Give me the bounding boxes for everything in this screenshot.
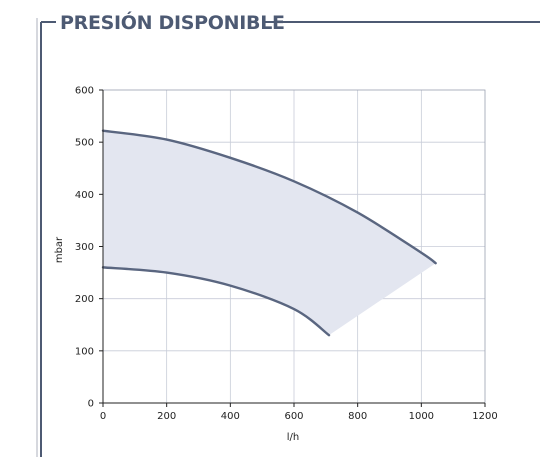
y-tick-label: 500 [75,138,94,149]
chart-plot-area: 0 200 400 600 800 1000 1200 0 100 200 300 400 500 60… [54,86,498,444]
x-tick-label: 1200 [472,411,497,422]
x-tick-labels: 0 200 400 600 800 1000 1200 [100,411,498,422]
x-tick-label: 600 [284,411,303,422]
x-tick-label: 400 [221,411,240,422]
series-line-2 [101,266,331,337]
x-tick-label: 1000 [409,411,434,422]
x-axis-label: l/h [287,432,300,443]
y-tick-label: 200 [75,294,94,305]
x-tick-label: 800 [348,411,367,422]
y-tick-labels: 0 100 200 300 400 500 600 [75,86,94,410]
x-tick-label: 200 [157,411,176,422]
chart-series [101,129,437,337]
x-tick-label: 0 [100,411,106,422]
y-tick-label: 600 [75,86,94,97]
y-tick-label: 100 [75,346,94,357]
available-pressure-area [103,130,436,336]
chart-axes [99,89,486,407]
y-tick-label: 300 [75,242,94,253]
panel-title: PRESIÓN DISPONIBLE [60,10,285,34]
y-tick-label: 0 [88,399,94,410]
series-line-1 [101,129,437,265]
y-tick-label: 400 [75,190,94,201]
y-axis-label: mbar [54,236,65,263]
